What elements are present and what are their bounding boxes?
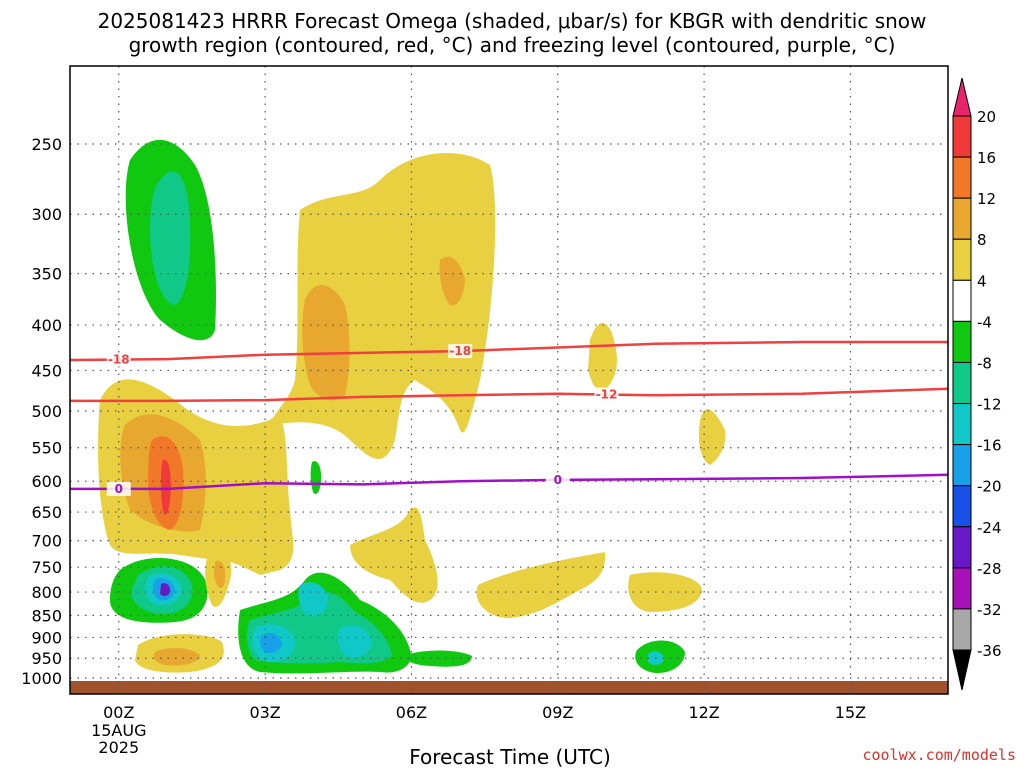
y-tick-label: 950 [31,649,62,668]
colorbar-band [952,320,972,363]
y-tick-label: 300 [31,205,62,224]
y-tick-label: 250 [31,135,62,154]
omega-region-yellow-low-mid [350,507,438,603]
colorbar-label: 12 [977,190,996,208]
x-tick-label: 15Z [835,703,866,722]
colorbar-band [952,567,972,610]
y-tick-label: 850 [31,606,62,625]
contour-label: -12 [596,387,618,401]
omega-region-orange-upper-mid [302,285,350,401]
colorbar-label: 4 [977,272,987,290]
y-tick-label: 650 [31,503,62,522]
omega-region-orange-bottom-left [153,648,200,666]
omega-region-orange-upper-right [439,256,465,306]
colorbar-band [952,115,972,158]
colorbar-label: -28 [977,560,1002,578]
contour-label-bg [545,472,570,487]
y-tick-label: 1000 [21,669,62,688]
colorbar-label: -24 [977,519,1002,537]
contour-label-bg [106,481,131,496]
y-tick-label: 750 [31,558,62,577]
y-tick-label: 900 [31,628,62,647]
colorbar-label: 8 [977,231,987,249]
omega-region-yellow-low-1130 [628,572,702,612]
colorbar-label: -32 [977,601,1002,619]
colorbar-band [952,403,972,446]
x-tick-label: 03Z [249,703,280,722]
omega-region-purple-low-left [160,583,171,597]
ground-bar [70,681,948,694]
colorbar-label: -20 [977,478,1002,496]
omega-region-cyan-low-mid-b [298,582,328,616]
x-tick-label: 09Z [542,703,573,722]
contour-label: -18 [108,353,130,367]
x-tick-label: 12Z [688,703,719,722]
contour-lines: -18 -18 -12 0 0 [70,340,948,496]
colorbar-top-arrow [952,77,972,117]
colorbar-band [952,197,972,240]
omega-region-yellow-low-0830 [476,552,606,618]
omega-region-yellow-1130 [698,409,726,465]
y-tick-label: 700 [31,532,62,551]
contour-label: 0 [554,473,562,487]
contour-line [70,340,948,362]
contour-label: -18 [449,344,471,358]
colorbar-band [952,485,972,528]
colorbar-label: -36 [977,642,1002,660]
omega-region-orange-small-a [214,560,226,589]
colorbar-label: 16 [977,149,996,167]
colorbar-label: -8 [977,354,992,372]
y-tick-label: 600 [31,472,62,491]
x-tick-label: 06Z [396,703,427,722]
y-tick-label: 450 [31,361,62,380]
omega-shading [98,139,726,674]
colorbar-band [952,608,972,651]
chart-title-line2: growth region (contoured, red, °C) and f… [129,33,896,57]
colorbar-band [952,444,972,487]
colorbar-band [952,156,972,199]
y-tick-label: 500 [31,402,62,421]
contour-line [70,473,948,491]
y-tick-label: 400 [31,316,62,335]
contour-label-bg [448,344,473,359]
x-date-label: 2025 [98,738,139,757]
x-tick-label: 00Z [103,703,134,722]
y-axis-ticks: 250 300 350 400 450 500 550 600 650 700 750 800 850 9… [21,135,62,688]
colorbar-label: -16 [977,437,1002,455]
omega-region-yellow-0930 [588,323,617,392]
omega-region-red-left [161,459,171,515]
colorbar: 20 16 12 8 4 -4 -8 -12 -16 -20 -24 -28 -32 -36 [952,77,1002,691]
x-axis-label: Forecast Time (UTC) [409,745,611,768]
colorbar-band [952,279,972,322]
omega-region-green-small-04z [310,461,322,494]
colorbar-bottom-arrow [952,649,972,691]
omega-region-cyan-low-mid-c [338,625,372,658]
omega-region-yellow-upper-mid [270,153,496,459]
chart-title-line1: 2025081423 HRRR Forecast Omega (shaded, … [98,9,927,33]
credit-text: coolwx.com/models [862,746,1016,764]
contour-label-bg [594,387,619,402]
y-tick-label: 800 [31,583,62,602]
contour-line [70,387,948,403]
colorbar-band [952,526,972,569]
colorbar-band [952,361,972,405]
colorbar-label: -4 [977,313,992,331]
contour-label: 0 [115,482,123,496]
x-date-label: 15AUG [91,721,146,740]
plot-frame [69,65,949,695]
colorbar-label: 20 [977,108,996,126]
colorbar-label: -12 [977,396,1002,414]
y-tick-label: 350 [31,265,62,284]
colorbar-band [952,238,972,281]
y-tick-label: 550 [31,439,62,458]
contour-label-bg [106,352,131,367]
omega-region-teal-upper [150,171,191,305]
